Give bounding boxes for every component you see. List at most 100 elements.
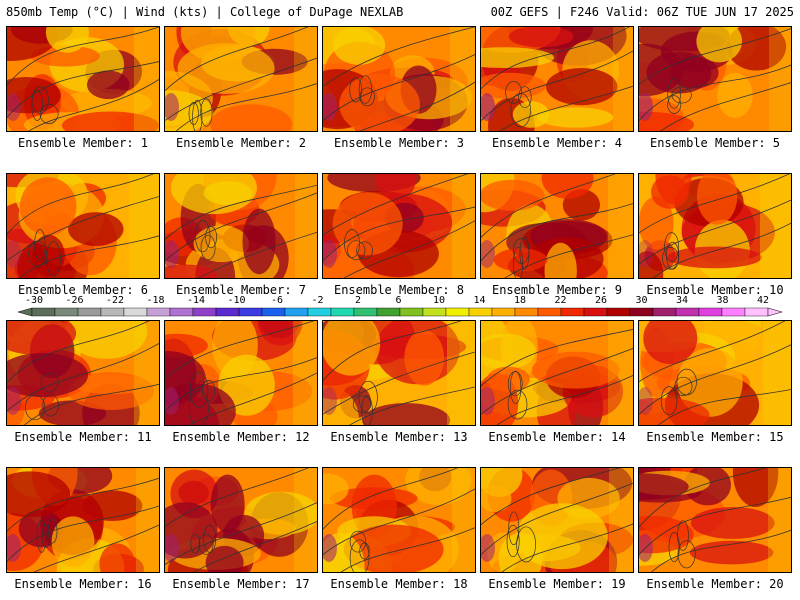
ensemble-member-label: Ensemble Member: 18 <box>330 577 468 591</box>
isoline <box>496 374 633 425</box>
ensemble-member-label: Ensemble Member: 4 <box>491 136 623 150</box>
colorbar-segment <box>54 307 79 317</box>
ensemble-member-panel: Ensemble Member: 16 <box>6 467 160 591</box>
colorbar-segment <box>422 307 447 317</box>
ensemble-member-label: Ensemble Member: 8 <box>333 283 465 297</box>
isoline <box>340 527 475 572</box>
temperature-map <box>480 26 634 132</box>
colorbar-low-arrow <box>17 307 33 317</box>
header: 850mb Temp (°C) | Wind (kts) | College o… <box>0 0 800 24</box>
colorbar-segment <box>123 307 148 317</box>
temperature-map <box>480 320 634 426</box>
isoline <box>7 196 159 262</box>
ensemble-member-label: Ensemble Member: 11 <box>14 430 152 444</box>
colorbar-segment <box>238 307 263 317</box>
temperature-field <box>7 27 159 131</box>
colorbar-segment <box>31 307 56 317</box>
colorbar-segment <box>146 307 171 317</box>
colorbar-tick-label: 14 <box>473 295 486 306</box>
colorbar-tick-label: -6 <box>270 295 284 306</box>
colorbar-segment <box>399 307 424 317</box>
ensemble-member-panel: Ensemble Member: 4 <box>480 26 634 150</box>
ensemble-member-panel: Ensemble Member: 14 <box>480 320 634 444</box>
ensemble-member-label: Ensemble Member: 2 <box>175 136 307 150</box>
colorbar-segment <box>100 307 125 317</box>
temperature-field <box>165 468 317 572</box>
isoline <box>7 477 159 532</box>
ensemble-member-panel: Ensemble Member: 17 <box>164 467 318 591</box>
colorbar-segment <box>192 307 217 317</box>
temperature-field <box>481 468 633 572</box>
ensemble-member-panel: Ensemble Member: 6 <box>6 173 160 297</box>
colorbar-tick-label: 18 <box>513 295 527 306</box>
colorbar-tick-label: 38 <box>716 295 729 306</box>
isoline <box>358 81 475 131</box>
temperature-map <box>6 467 160 573</box>
isoline <box>481 174 616 239</box>
temperature-map <box>6 26 160 132</box>
ensemble-member-label: Ensemble Member: 14 <box>488 430 626 444</box>
colorbar-tick-label: 26 <box>594 295 608 306</box>
isoline <box>323 174 469 236</box>
colorbar-segment <box>491 307 516 317</box>
temperature-field <box>165 174 317 278</box>
colorbar-segment <box>629 307 654 317</box>
temperature-field <box>481 321 633 425</box>
colorbar-segment <box>583 307 608 317</box>
colorbar-segment <box>606 307 631 317</box>
ensemble-member-label: Ensemble Member: 15 <box>646 430 784 444</box>
colorbar-segment <box>169 307 194 317</box>
colorbar-tick-label: 10 <box>432 295 446 306</box>
ensemble-member-panel: Ensemble Member: 1 <box>6 26 160 150</box>
ensemble-member-panel: Ensemble Member: 12 <box>164 320 318 444</box>
colorbar-segment <box>307 307 332 317</box>
isoline <box>197 231 317 278</box>
ensemble-member-panel: Ensemble Member: 13 <box>322 320 476 444</box>
isoline <box>501 523 633 572</box>
isoline <box>481 328 633 387</box>
ensemble-member-panel: Ensemble Member: 15 <box>638 320 792 444</box>
ensemble-member-label: Ensemble Member: 10 <box>646 283 784 297</box>
temperature-map <box>6 320 160 426</box>
isoline <box>175 83 317 131</box>
temperature-map <box>164 173 318 279</box>
isoline <box>165 57 317 122</box>
temperature-field <box>323 27 475 131</box>
isoline <box>7 27 159 86</box>
isoline <box>28 78 159 131</box>
colorbar-tick-label: -26 <box>65 295 84 306</box>
isoline <box>639 199 791 265</box>
temperature-field <box>323 468 475 572</box>
temperature-map <box>480 173 634 279</box>
ensemble-member-panel: Ensemble Member: 9 <box>480 173 634 297</box>
ensemble-member-panel: Ensemble Member: 7 <box>164 173 318 297</box>
isoline <box>7 505 159 563</box>
isoline <box>639 321 786 383</box>
ensemble-member-label: Ensemble Member: 12 <box>172 430 310 444</box>
ensemble-member-panel: Ensemble Member: 11 <box>6 320 160 444</box>
isoline <box>323 27 475 87</box>
temperature-field <box>481 27 633 131</box>
colorbar-tick-label: -14 <box>186 295 206 306</box>
temperature-map <box>164 26 318 132</box>
temperature-field <box>165 321 317 425</box>
temperature-map <box>322 320 476 426</box>
colorbar-segment <box>261 307 286 317</box>
temperature-map <box>480 467 634 573</box>
ensemble-member-panel: Ensemble Member: 2 <box>164 26 318 150</box>
isoline <box>639 174 790 234</box>
isoline <box>639 28 791 85</box>
ensemble-member-panel: Ensemble Member: 3 <box>322 26 476 150</box>
colorbar-tick-label: 42 <box>756 295 770 306</box>
isoline <box>188 372 317 425</box>
temperature-field <box>7 321 159 425</box>
temperature-map <box>322 173 476 279</box>
ensemble-member-panel: Ensemble Member: 8 <box>322 173 476 297</box>
colorbar-segment <box>468 307 493 317</box>
colorbar-tick-label: 22 <box>554 295 567 306</box>
ensemble-member-label: Ensemble Member: 9 <box>491 283 623 297</box>
isoline <box>639 344 791 416</box>
isoline <box>23 383 159 425</box>
colorbar-tick-label: 30 <box>635 295 648 306</box>
isoline <box>323 206 475 262</box>
